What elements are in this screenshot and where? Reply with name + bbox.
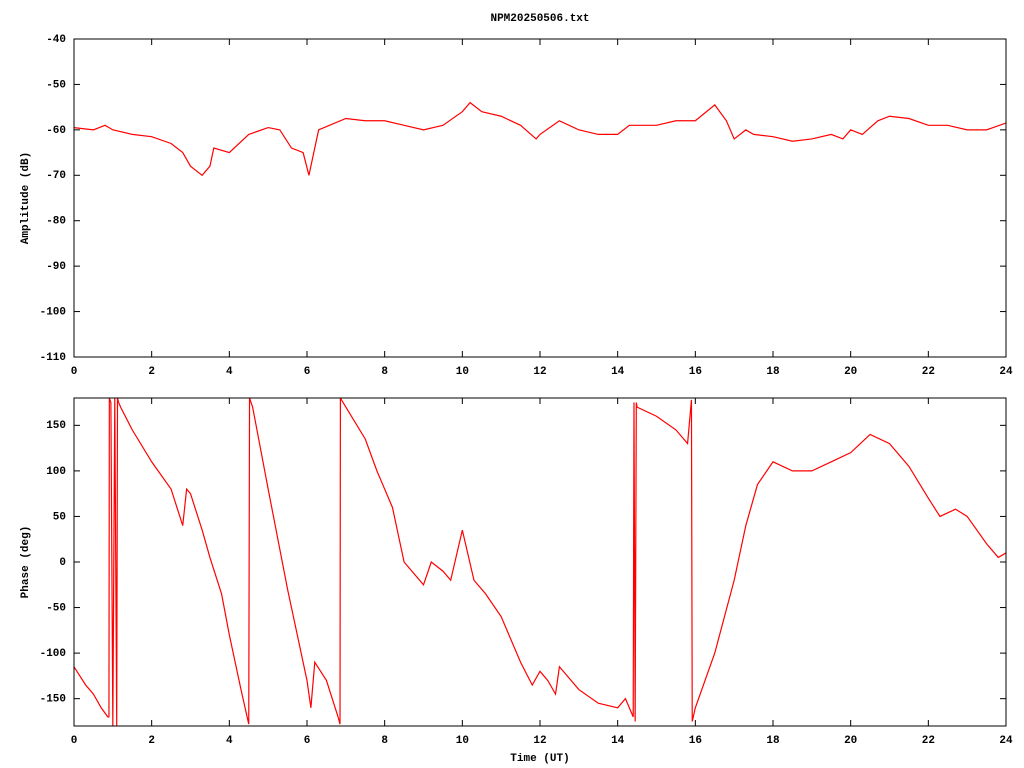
y-tick-label: -70 <box>46 170 66 182</box>
y-tick-label: 100 <box>46 466 66 478</box>
y-tick-label: -40 <box>46 34 66 46</box>
x-tick-label: 12 <box>533 366 546 378</box>
y-axis-label: Amplitude (dB) <box>20 152 32 244</box>
y-tick-label: -80 <box>46 216 66 228</box>
y-tick-label: 50 <box>53 511 66 523</box>
x-tick-label: 10 <box>456 366 469 378</box>
x-tick-label: 20 <box>844 735 857 747</box>
y-tick-label: -100 <box>40 648 66 660</box>
y-tick-label: 0 <box>59 557 66 569</box>
x-tick-label: 24 <box>999 735 1013 747</box>
x-tick-label: 8 <box>381 366 388 378</box>
x-tick-label: 18 <box>766 366 780 378</box>
y-tick-label: -110 <box>40 352 66 364</box>
x-tick-label: 4 <box>226 735 233 747</box>
chart-title: NPM20250506.txt <box>490 13 589 25</box>
x-tick-label: 16 <box>689 366 702 378</box>
x-tick-label: 2 <box>148 735 155 747</box>
data-line <box>74 398 1006 726</box>
x-tick-label: 10 <box>456 735 469 747</box>
x-tick-label: 22 <box>922 735 935 747</box>
x-tick-label: 8 <box>381 735 388 747</box>
y-tick-label: -50 <box>46 602 66 614</box>
y-tick-label: -100 <box>40 306 66 318</box>
y-tick-label: -60 <box>46 125 66 137</box>
x-tick-label: 6 <box>304 735 311 747</box>
y-tick-label: -150 <box>40 694 66 706</box>
data-line <box>74 101 1006 177</box>
plot-frame <box>73 38 1007 358</box>
x-tick-label: 2 <box>148 366 155 378</box>
x-tick-label: 14 <box>611 366 625 378</box>
x-tick-label: 4 <box>226 366 233 378</box>
x-tick-label: 0 <box>71 735 78 747</box>
x-tick-label: 14 <box>611 735 625 747</box>
plot-frame <box>73 397 1007 727</box>
x-tick-label: 22 <box>922 366 935 378</box>
x-tick-label: 16 <box>689 735 702 747</box>
x-tick-label: 12 <box>533 735 546 747</box>
y-tick-label: -50 <box>46 79 66 91</box>
y-tick-label: -90 <box>46 261 66 273</box>
x-tick-label: 0 <box>71 366 78 378</box>
x-tick-label: 24 <box>999 366 1013 378</box>
x-tick-label: 20 <box>844 366 857 378</box>
x-tick-label: 18 <box>766 735 780 747</box>
y-tick-label: 150 <box>46 420 66 432</box>
x-tick-label: 6 <box>304 366 311 378</box>
x-axis-label: Time (UT) <box>510 753 569 765</box>
y-axis-label: Phase (deg) <box>20 526 32 599</box>
